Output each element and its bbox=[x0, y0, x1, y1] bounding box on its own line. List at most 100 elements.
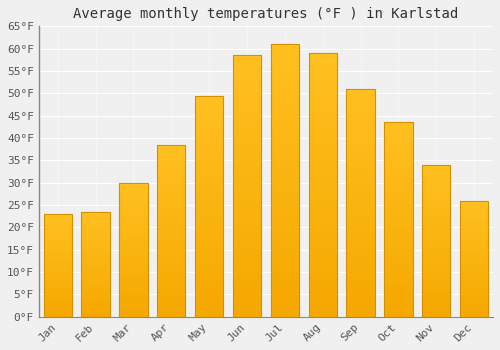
Bar bbox=[44, 220, 72, 222]
Bar bbox=[384, 158, 412, 161]
Bar bbox=[157, 255, 186, 258]
Bar bbox=[270, 55, 299, 61]
Bar bbox=[195, 188, 224, 193]
Bar bbox=[195, 290, 224, 295]
Bar bbox=[270, 115, 299, 120]
Bar bbox=[422, 186, 450, 189]
Bar bbox=[233, 306, 261, 312]
Bar bbox=[82, 229, 110, 231]
Bar bbox=[270, 284, 299, 289]
Bar bbox=[44, 274, 72, 276]
Bar bbox=[157, 310, 186, 313]
Bar bbox=[157, 289, 186, 293]
Bar bbox=[157, 262, 186, 265]
Bar bbox=[157, 210, 186, 214]
Bar bbox=[460, 226, 488, 229]
Bar bbox=[422, 238, 450, 241]
Bar bbox=[44, 249, 72, 251]
Bar bbox=[44, 309, 72, 311]
Bar bbox=[119, 303, 148, 306]
Bar bbox=[384, 247, 412, 251]
Bar bbox=[384, 153, 412, 158]
Bar bbox=[270, 99, 299, 104]
Bar bbox=[119, 293, 148, 295]
Bar bbox=[233, 66, 261, 71]
Bar bbox=[157, 196, 186, 200]
Bar bbox=[82, 220, 110, 222]
Bar bbox=[82, 237, 110, 239]
Bar bbox=[157, 189, 186, 193]
Bar bbox=[384, 251, 412, 254]
Bar bbox=[233, 165, 261, 170]
Bar bbox=[233, 155, 261, 160]
Bar bbox=[157, 279, 186, 282]
Bar bbox=[195, 175, 224, 180]
Bar bbox=[270, 213, 299, 219]
Bar bbox=[233, 186, 261, 191]
Bar bbox=[233, 244, 261, 249]
Bar bbox=[157, 148, 186, 152]
Bar bbox=[195, 268, 224, 273]
Bar bbox=[384, 188, 412, 193]
Bar bbox=[82, 222, 110, 224]
Bar bbox=[346, 253, 375, 258]
Bar bbox=[82, 292, 110, 294]
Bar bbox=[460, 280, 488, 282]
Bar bbox=[308, 238, 337, 243]
Bar bbox=[384, 297, 412, 301]
Bar bbox=[82, 281, 110, 283]
Bar bbox=[346, 98, 375, 103]
Bar bbox=[82, 266, 110, 268]
Bar bbox=[270, 82, 299, 88]
Bar bbox=[157, 203, 186, 206]
Bar bbox=[270, 289, 299, 295]
Bar bbox=[119, 298, 148, 301]
Bar bbox=[157, 145, 186, 148]
Bar bbox=[195, 308, 224, 313]
Bar bbox=[422, 299, 450, 302]
Bar bbox=[308, 69, 337, 74]
Bar bbox=[82, 315, 110, 317]
Bar bbox=[422, 314, 450, 317]
Bar bbox=[270, 191, 299, 197]
Bar bbox=[384, 181, 412, 184]
Bar bbox=[119, 188, 148, 191]
Bar bbox=[270, 71, 299, 77]
Bar bbox=[157, 307, 186, 310]
Bar bbox=[157, 300, 186, 303]
Bar bbox=[308, 232, 337, 238]
Bar bbox=[44, 261, 72, 263]
Bar bbox=[346, 184, 375, 189]
Bar bbox=[119, 274, 148, 276]
Bar bbox=[233, 212, 261, 217]
Bar bbox=[157, 165, 186, 169]
Bar bbox=[460, 247, 488, 250]
Bar bbox=[460, 289, 488, 291]
Bar bbox=[422, 293, 450, 295]
Bar bbox=[460, 282, 488, 284]
Bar bbox=[460, 291, 488, 294]
Bar bbox=[422, 286, 450, 289]
Bar bbox=[82, 296, 110, 298]
Bar bbox=[346, 258, 375, 262]
Bar bbox=[233, 290, 261, 296]
Bar bbox=[233, 228, 261, 233]
Bar bbox=[346, 212, 375, 217]
Bar bbox=[308, 153, 337, 159]
Bar bbox=[44, 232, 72, 234]
Bar bbox=[460, 301, 488, 303]
Bar bbox=[82, 258, 110, 260]
Bar bbox=[346, 157, 375, 162]
Bar bbox=[460, 296, 488, 298]
Bar bbox=[119, 207, 148, 210]
Bar bbox=[384, 239, 412, 243]
Bar bbox=[346, 280, 375, 285]
Bar bbox=[422, 198, 450, 201]
Bar bbox=[460, 240, 488, 243]
Bar bbox=[308, 264, 337, 270]
Bar bbox=[270, 153, 299, 159]
Bar bbox=[346, 226, 375, 230]
Bar bbox=[460, 261, 488, 263]
Bar bbox=[233, 223, 261, 228]
Bar bbox=[44, 310, 72, 313]
